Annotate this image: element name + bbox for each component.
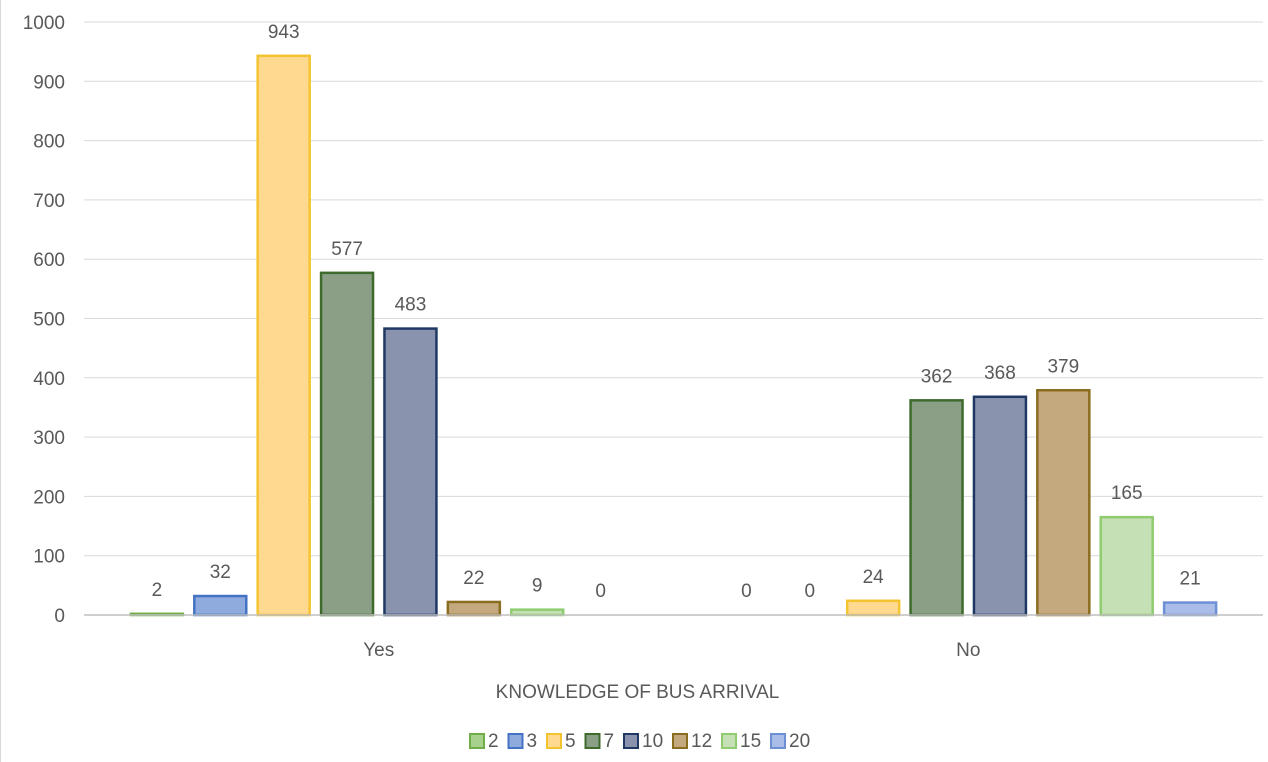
y-tick-label: 900 bbox=[33, 72, 65, 93]
data-label: 165 bbox=[1111, 483, 1143, 504]
legend-swatch-12 bbox=[672, 733, 688, 749]
legend-swatch-2 bbox=[469, 733, 485, 749]
legend-label: 12 bbox=[691, 731, 712, 752]
legend-swatch-10 bbox=[623, 733, 639, 749]
data-label: 483 bbox=[395, 295, 427, 316]
data-label: 24 bbox=[863, 567, 885, 588]
bar-yes-7 bbox=[319, 271, 375, 617]
legend-label: 5 bbox=[565, 731, 576, 752]
y-tick-label: 100 bbox=[33, 547, 65, 568]
data-label: 362 bbox=[921, 366, 953, 387]
y-tick-label: 0 bbox=[54, 606, 65, 627]
bar-no-10 bbox=[972, 395, 1028, 617]
y-axis-ticks: 0 100 200 300 400 500 600 700 800 900 1000 bbox=[23, 13, 65, 627]
legend-label: 10 bbox=[642, 731, 663, 752]
y-tick-label: 700 bbox=[33, 191, 65, 212]
y-tick-label: 800 bbox=[33, 132, 65, 153]
y-tick-label: 300 bbox=[33, 428, 65, 449]
legend: 2 3 5 7 10 12 15 20 bbox=[469, 731, 810, 752]
data-label: 368 bbox=[984, 363, 1016, 384]
bar-no-5 bbox=[845, 599, 901, 617]
data-label: 577 bbox=[331, 239, 363, 260]
data-label: 0 bbox=[804, 581, 815, 602]
data-label: 0 bbox=[741, 581, 752, 602]
bar-no-15 bbox=[1099, 515, 1154, 617]
y-tick-label: 600 bbox=[33, 250, 65, 271]
legend-label: 7 bbox=[604, 731, 615, 752]
data-label: 32 bbox=[210, 562, 231, 583]
y-tick-label: 1000 bbox=[23, 13, 65, 34]
legend-swatch-5 bbox=[546, 733, 562, 749]
bar-yes-5 bbox=[256, 54, 311, 617]
legend-label: 3 bbox=[527, 731, 538, 752]
category-labels: Yes No bbox=[363, 640, 980, 661]
data-label: 0 bbox=[595, 581, 606, 602]
category-label: Yes bbox=[363, 640, 394, 661]
legend-swatch-3 bbox=[507, 733, 524, 749]
bar-yes-3 bbox=[193, 594, 248, 617]
bar-yes-15 bbox=[509, 608, 565, 617]
legend-label: 20 bbox=[789, 731, 810, 752]
bar-yes-10 bbox=[383, 327, 438, 617]
y-tick-label: 200 bbox=[33, 487, 65, 508]
data-label: 22 bbox=[463, 568, 484, 589]
y-tick-label: 500 bbox=[33, 310, 65, 331]
data-label: 2 bbox=[152, 580, 163, 601]
data-label: 379 bbox=[1047, 356, 1079, 377]
bar-no-12 bbox=[1036, 389, 1091, 617]
legend-label: 2 bbox=[488, 731, 499, 752]
legend-swatch-7 bbox=[584, 733, 601, 749]
data-label: 943 bbox=[268, 22, 300, 43]
bar-no-7 bbox=[909, 399, 964, 617]
y-tick-label: 400 bbox=[33, 369, 65, 390]
bar-yes-12 bbox=[446, 600, 502, 617]
category-label: No bbox=[956, 640, 980, 661]
bar-no-20 bbox=[1162, 601, 1218, 617]
data-label: 9 bbox=[532, 576, 543, 597]
legend-label: 15 bbox=[740, 731, 761, 752]
bars bbox=[129, 54, 1218, 617]
data-labels: 2 32 943 577 483 22 9 0 0 0 24 362 368 379 165 21 bbox=[152, 22, 1201, 602]
legend-swatch-15 bbox=[721, 733, 737, 749]
x-axis-title: KNOWLEDGE OF BUS ARRIVAL bbox=[496, 682, 780, 703]
legend-swatch-20 bbox=[770, 733, 786, 749]
data-label: 21 bbox=[1180, 569, 1201, 590]
